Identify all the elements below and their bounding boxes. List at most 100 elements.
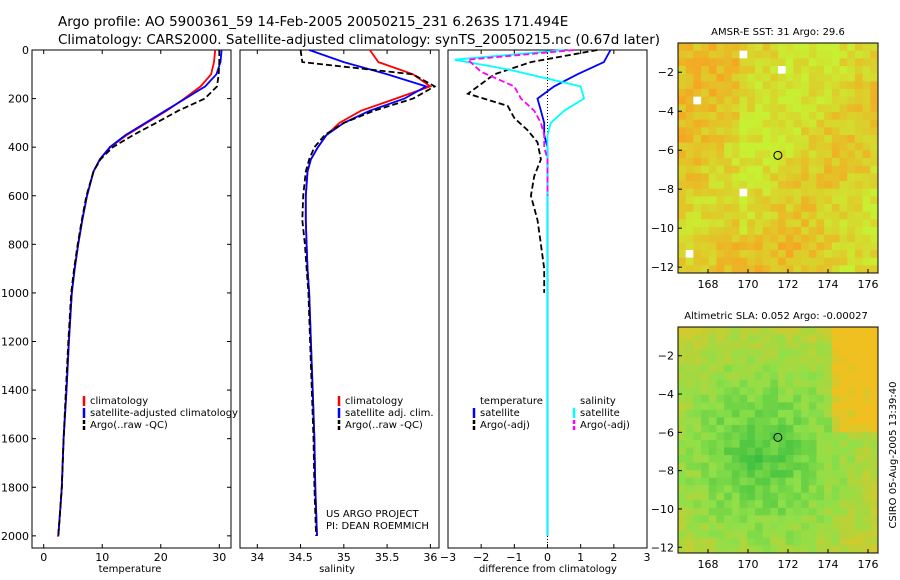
sst-map-cell [724, 173, 733, 182]
sst-map-cell [762, 81, 771, 90]
sst-map-cell [762, 257, 771, 266]
sla-map-cell [747, 417, 756, 426]
sst-map-cell [870, 135, 879, 144]
sla-map-cell [839, 492, 848, 501]
sst-map-cell [678, 104, 687, 113]
sst-map-cell [716, 204, 725, 213]
sst-map-cell [693, 181, 702, 190]
sla-map-cell [754, 545, 764, 554]
sla-map-cell [862, 515, 871, 524]
sla-map-cell [808, 334, 817, 343]
sla-map-cell [716, 387, 725, 396]
sla-map-cell [747, 462, 756, 471]
sst-map-cell [862, 196, 871, 205]
sst-map-cell [778, 135, 787, 144]
sst-map-cell [678, 127, 687, 136]
sla-map-cell [847, 372, 856, 381]
sst-map-cell [739, 257, 748, 266]
sst-map-cell [839, 43, 848, 52]
sla-map-cell [801, 545, 810, 554]
sla-map-cell [762, 530, 771, 539]
sla-map-cell [870, 537, 879, 546]
sla-map-cell [847, 424, 856, 433]
sla-map-cell [808, 387, 817, 396]
sla-map-cell [862, 357, 871, 366]
sla-map-cell [701, 387, 710, 396]
sla-map-cell [724, 447, 733, 456]
sla-map-cell [785, 402, 794, 411]
sst-map-cell [801, 158, 810, 167]
sst-map-cell [747, 73, 756, 82]
sst-map-cell [831, 211, 840, 220]
sst-map-cell [708, 196, 717, 205]
sla-map-cell [716, 349, 725, 358]
sst-map-cell [839, 173, 848, 182]
sla-map-cell [839, 432, 848, 441]
sla-map-cell [724, 455, 733, 463]
sla-map-cell [816, 432, 825, 441]
sst-map-cell [754, 135, 764, 144]
sla-map-cell [731, 470, 740, 479]
sst-map-ytick-label: −10 [651, 222, 674, 235]
sst-map-cell [816, 158, 825, 167]
sst-map-cell [778, 250, 787, 259]
sst-map-cell [847, 104, 856, 113]
sst-map-cell [678, 96, 687, 105]
sla-map-cell [762, 447, 771, 456]
sst-map-cell [778, 104, 787, 113]
sst-map-cell [801, 250, 810, 259]
sst-map-cell [685, 96, 694, 105]
temperature-ytick-label: 1200 [1, 336, 29, 349]
temperature-legend-label: climatology [90, 396, 148, 407]
sst-map-cell [824, 142, 833, 151]
sla-map-cell [778, 372, 787, 381]
sst-map-cell [747, 81, 756, 90]
sla-map-cell [847, 537, 856, 546]
sst-map-cell [770, 158, 779, 167]
difference-panel: difference from climatology −3 −2 −1 0 1 2 3te… [440, 49, 651, 575]
sla-map-cell [716, 379, 725, 388]
sla-map-cell [824, 530, 833, 539]
sst-map-cell [701, 135, 710, 144]
sla-map-cell [716, 432, 725, 441]
sst-map-cell [762, 104, 771, 113]
sst-map-cell [701, 127, 710, 136]
sst-map-cell [747, 242, 756, 251]
sst-map-cell [793, 211, 802, 220]
sst-map-cell [685, 119, 694, 128]
sla-map-cell [824, 349, 833, 358]
sla-map-cell [739, 462, 748, 471]
sst-map-cell [739, 165, 748, 174]
sst-map-cell [839, 265, 848, 274]
sst-map-cell [831, 257, 840, 266]
sla-map-cell [724, 364, 733, 373]
temperature-ytick-label: 200 [8, 93, 29, 106]
sst-map-cell [831, 127, 840, 136]
sla-map-cell [839, 387, 848, 396]
sla-map-xtick-label: 170 [738, 558, 759, 571]
sla-map-cell [778, 545, 787, 554]
credit-project: US ARGO PROJECT [326, 509, 420, 520]
sst-map-cell [808, 150, 817, 159]
sst-map-cell [785, 96, 794, 105]
sst-map-cell [793, 73, 802, 82]
sst-map-cell [824, 119, 833, 128]
sst-map-cell [731, 265, 740, 274]
sst-map-cell [847, 158, 856, 167]
sla-map-cell [824, 417, 833, 426]
sla-map-cell [678, 515, 687, 524]
sla-map-cell [701, 417, 710, 426]
sst-map-cell [854, 81, 864, 90]
sla-map-cell [785, 470, 794, 479]
sla-map-cell [870, 447, 879, 456]
sla-map-cell [778, 342, 787, 350]
sst-map-cell [870, 119, 879, 128]
sla-map-cell [862, 440, 871, 448]
sla-map-cell [685, 545, 694, 554]
sst-map-cell [839, 250, 848, 259]
sla-map-cell [731, 485, 740, 494]
sla-map-cell [839, 455, 848, 463]
sla-map-cell [762, 507, 771, 516]
sla-map-cell [808, 522, 817, 531]
sst-map-cell [739, 211, 748, 220]
